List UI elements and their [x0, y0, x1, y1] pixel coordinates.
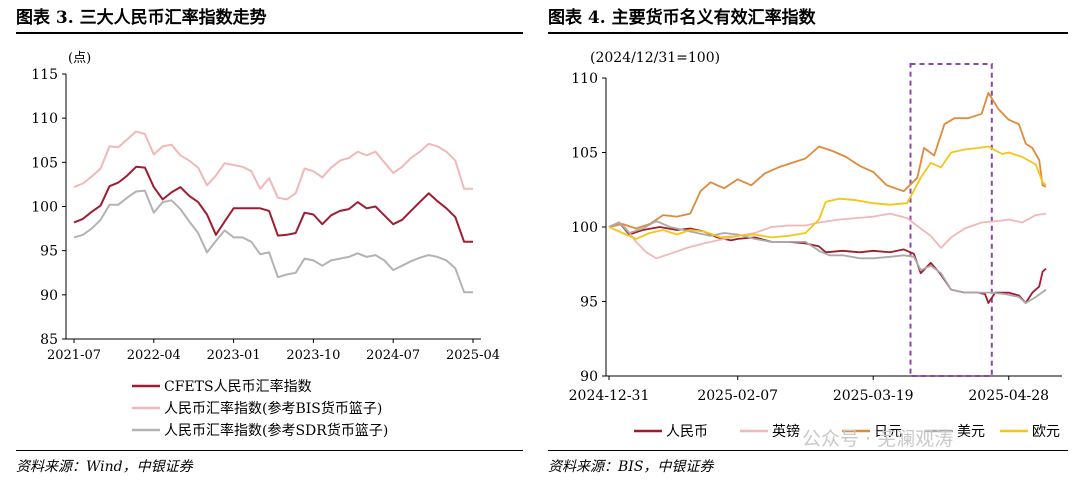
source-note: 资料来源：BIS，中银证券	[548, 459, 714, 475]
y-tick-label: 85	[40, 332, 58, 348]
title-rule	[548, 32, 1068, 34]
y-tick-label: 100	[571, 220, 598, 236]
chart-subtitle: (2024/12/31=100)	[590, 50, 720, 66]
y-tick-label: 95	[580, 295, 598, 311]
y-tick-label: 110	[571, 71, 598, 87]
x-tick-label: 2024-12-31	[569, 388, 650, 404]
y-tick-label: 95	[40, 244, 58, 260]
legend-label: 日元	[874, 424, 902, 440]
x-tick-label: 2023-01	[207, 348, 261, 363]
legend-label: 美元	[957, 424, 985, 440]
legend-label: 人民币汇率指数(参考SDR货币篮子)	[164, 422, 388, 439]
series-line	[608, 220, 1047, 304]
legend-label: 人民币汇率指数(参考BIS货币篮子)	[164, 400, 382, 417]
legend-label: 英镑	[772, 423, 800, 440]
legend-label: 人民币	[666, 424, 708, 440]
series-line	[608, 212, 1047, 260]
series-line	[608, 221, 1047, 304]
chart-title: 图表 3. 三大人民币汇率指数走势	[16, 8, 267, 28]
series-line	[73, 189, 473, 294]
y-tick-label: 90	[580, 369, 598, 385]
x-tick-label: 2025-04	[446, 348, 500, 363]
y-tick-label: 100	[31, 200, 58, 216]
legend-label: CFETS人民币汇率指数	[164, 378, 312, 395]
x-tick-label: 2025-02-07	[697, 388, 778, 404]
x-tick-label: 2023-10	[286, 348, 340, 363]
title-rule	[16, 32, 523, 34]
legend-label: 欧元	[1032, 424, 1060, 440]
y-tick-label: 115	[31, 67, 58, 83]
y-tick-label: 105	[571, 146, 598, 162]
chart-title: 图表 4. 主要货币名义有效汇率指数	[548, 8, 816, 28]
x-tick-label: 2022-04	[127, 348, 181, 363]
source-rule	[16, 450, 523, 451]
y-tick-label: 110	[31, 111, 58, 127]
x-tick-label: 2025-04-28	[968, 388, 1049, 404]
y-tick-label: 90	[40, 288, 58, 304]
highlight-box	[909, 63, 993, 377]
series-line	[608, 145, 1047, 240]
y-tick-label: 105	[31, 155, 58, 171]
source-rule	[548, 450, 1068, 451]
x-tick-label: 2021-07	[47, 348, 101, 363]
series-line	[73, 130, 473, 201]
x-tick-label: 2024-07	[366, 348, 420, 363]
y-unit-label: (点)	[68, 51, 91, 66]
watermark-text: 公众号 · 芜澜观涛	[802, 428, 954, 450]
source-note: 资料来源：Wind，中银证券	[16, 459, 193, 475]
series-line	[608, 92, 1047, 230]
series-line	[73, 165, 473, 243]
x-tick-label: 2025-03-19	[833, 388, 914, 404]
